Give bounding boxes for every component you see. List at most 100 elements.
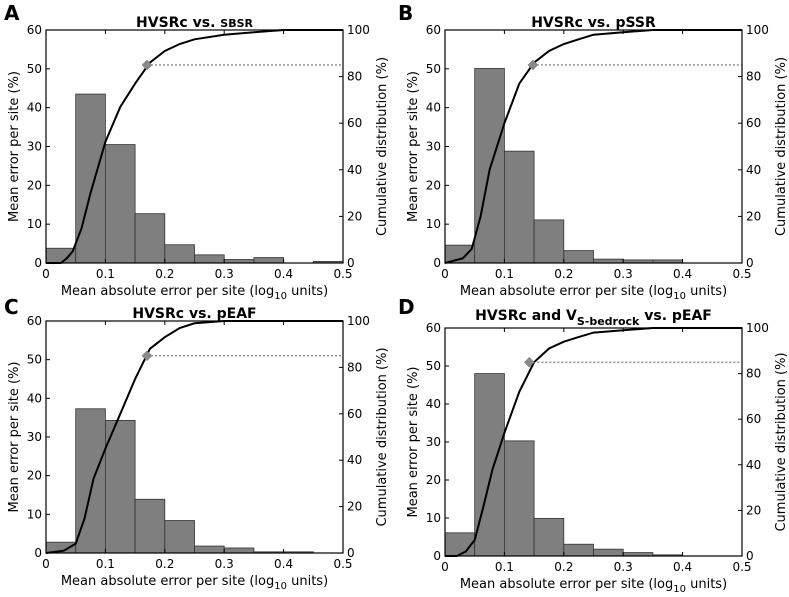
histogram-bar — [134, 498, 166, 554]
panel-title-part: vs. pEAF — [639, 308, 712, 324]
histogram-bar — [563, 250, 594, 264]
histogram-bar — [105, 144, 136, 264]
y-tick-label: 10 — [426, 217, 441, 231]
x-tick-label: 0.1 — [495, 267, 514, 281]
histogram-bar — [194, 545, 225, 554]
reference-marker — [523, 356, 535, 368]
panel-label: B — [398, 1, 413, 25]
x-tick-label: 0.4 — [274, 267, 293, 281]
y2-tick-label: 40 — [347, 163, 362, 177]
x-axis-label-text: Mean absolute error per site (log — [460, 284, 673, 299]
panel-title-part: HVSRc vs. pSSR — [531, 15, 656, 31]
x-tick-label: 0.1 — [96, 557, 115, 571]
x-tick-label: 0.2 — [155, 267, 174, 281]
y-tick-label: 30 — [426, 140, 441, 154]
y-tick-label: 10 — [27, 217, 42, 231]
x-tick-label: 0 — [441, 560, 449, 574]
panel-label: C — [4, 295, 19, 319]
y2-tick-label: 100 — [746, 23, 769, 37]
y-axis-label: Mean error per site (%) — [406, 71, 421, 222]
y2-tick-label: 60 — [746, 116, 761, 130]
x-axis-label-sub: 10 — [274, 581, 287, 592]
panel-label: D — [398, 295, 415, 319]
panel-title-part: HVSRc vs. — [136, 15, 220, 31]
x-axis-label-text: units) — [287, 284, 328, 299]
reference-marker — [141, 350, 153, 362]
histogram-bar — [503, 440, 535, 557]
y-tick-label: 30 — [426, 435, 441, 449]
panel-d: 0 0.1 0.2 0.3 0.4 0.5010203040506002040608010… — [398, 295, 789, 595]
y2-tick-label: 100 — [347, 23, 370, 37]
histogram-bar — [593, 548, 624, 557]
y-tick-label: 40 — [426, 397, 441, 411]
histogram-bar — [253, 257, 284, 264]
x-axis-label: Mean absolute error per site (log10 unit… — [61, 574, 328, 592]
x-axis-label: Mean absolute error per site (log10 unit… — [460, 284, 727, 302]
histogram-bar — [474, 68, 505, 264]
x-axis-label-text: Mean absolute error per site (log — [460, 577, 673, 592]
x-tick-label: 0.3 — [614, 560, 633, 574]
reference-marker — [141, 59, 153, 71]
y2-tick-label: 80 — [746, 70, 761, 84]
y2-tick-label: 80 — [347, 70, 362, 84]
y-tick-label: 60 — [426, 23, 441, 37]
y-tick-label: 0 — [433, 256, 441, 270]
y-axis-label: Mean error per site (%) — [406, 367, 421, 518]
y2-tick-label: 0 — [746, 256, 754, 270]
y-tick-label: 50 — [426, 62, 441, 76]
y-tick-label: 0 — [34, 256, 42, 270]
histogram-bar — [194, 254, 225, 264]
histogram-bar — [563, 543, 594, 557]
y-tick-label: 40 — [27, 391, 42, 405]
y2-axis-label: Cumulative distribution (%) — [774, 352, 789, 531]
y-tick-label: 0 — [433, 549, 441, 563]
x-tick-label: 0.5 — [333, 267, 352, 281]
panel-title: HVSRc vs. pSSR — [531, 15, 656, 31]
x-tick-label: 0.5 — [333, 557, 352, 571]
y-tick-label: 50 — [27, 62, 42, 76]
x-axis-label: Mean absolute error per site (log10 unit… — [460, 577, 727, 595]
y2-axis-label: Cumulative distribution (%) — [375, 57, 390, 236]
panel-title-part: HVSRc and V — [475, 308, 577, 324]
x-axis-label: Mean absolute error per site (log10 unit… — [61, 284, 328, 302]
y-tick-label: 10 — [426, 511, 441, 525]
x-axis-label-sub: 10 — [673, 291, 686, 302]
x-tick-label: 0.5 — [732, 267, 751, 281]
x-tick-label: 0.4 — [673, 267, 692, 281]
y-axis-label: Mean error per site (%) — [7, 362, 22, 513]
y-tick-label: 20 — [27, 469, 42, 483]
x-tick-label: 0.2 — [554, 267, 573, 281]
x-axis-label-text: Mean absolute error per site (log — [61, 574, 274, 589]
y-tick-label: 50 — [27, 353, 42, 367]
histogram-bar — [503, 150, 535, 264]
x-axis-label-sub: 10 — [673, 584, 686, 595]
panel-a: 0 0.1 0.2 0.3 0.4 0.5010203040506002040608010… — [4, 1, 390, 302]
y2-tick-label: 20 — [746, 209, 761, 223]
panel-c: 0 0.1 0.2 0.3 0.4 0.5010203040506002040608010… — [4, 295, 390, 592]
histogram-bar — [533, 219, 565, 264]
y-tick-label: 20 — [27, 178, 42, 192]
histogram-bar — [444, 244, 476, 264]
panel-title: HVSRc vs. pEAF — [132, 306, 256, 322]
panel-title: HVSRc and VS-bedrock vs. pEAF — [475, 308, 712, 328]
panel-b: 0 0.1 0.2 0.3 0.4 0.5010203040506002040608010… — [398, 1, 789, 302]
x-axis-label-text: Mean absolute error per site (log — [61, 284, 274, 299]
y2-tick-label: 80 — [746, 367, 761, 381]
x-tick-label: 0.2 — [554, 560, 573, 574]
y2-axis-label: Cumulative distribution (%) — [774, 57, 789, 236]
histogram-bar — [223, 547, 255, 554]
x-tick-label: 0.1 — [96, 267, 115, 281]
y-tick-label: 10 — [27, 507, 42, 521]
y-tick-label: 20 — [426, 473, 441, 487]
y2-tick-label: 40 — [746, 163, 761, 177]
y-tick-label: 50 — [426, 359, 441, 373]
x-tick-label: 0.5 — [732, 560, 751, 574]
x-tick-label: 0.3 — [215, 557, 234, 571]
y2-tick-label: 20 — [746, 503, 761, 517]
panel-title-part: HVSRc vs. pEAF — [132, 306, 256, 322]
y-tick-label: 30 — [27, 430, 42, 444]
y-tick-label: 40 — [27, 101, 42, 115]
histogram-bar — [533, 517, 565, 557]
x-tick-label: 0.3 — [614, 267, 633, 281]
